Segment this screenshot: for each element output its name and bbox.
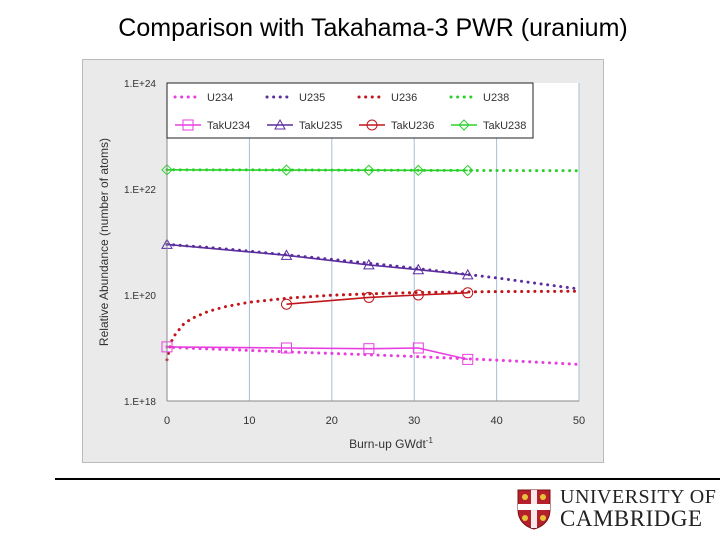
circle-marker xyxy=(363,291,375,303)
triangle-marker xyxy=(274,118,286,130)
circle-marker xyxy=(280,298,292,310)
x-axis-label: Burn-up GWdt-1 xyxy=(349,436,433,451)
circle-marker xyxy=(462,287,474,299)
series-line-u236 xyxy=(165,289,581,362)
chart-svg: 0 10 20 30 40 50 1.E+18 1.E+20 1.E+22 1.E+24 Burn-… xyxy=(97,79,585,451)
series-line-u234 xyxy=(165,345,581,366)
footer-rule xyxy=(55,478,720,480)
legend-label-taku234: TakU234 xyxy=(207,120,250,132)
diamond-marker xyxy=(458,119,470,131)
square-marker xyxy=(412,342,424,354)
diamond-marker xyxy=(363,164,375,176)
legend-box xyxy=(166,82,534,139)
triangle-marker xyxy=(280,249,293,260)
university-logo: UNIVERSITY OF CAMBRIDGE xyxy=(516,486,720,532)
series-line-taku234 xyxy=(166,346,468,361)
logo-text-cambridge: CAMBRIDGE xyxy=(560,506,703,531)
chart-frame: 0 10 20 30 40 50 1.E+18 1.E+20 1.E+22 1.E+24 Burn-… xyxy=(83,60,603,462)
circle-marker xyxy=(366,119,378,131)
slide-title: Comparison with Takahama-3 PWR (uranium) xyxy=(118,14,628,42)
square-marker xyxy=(182,119,194,131)
legend-label-taku235: TakU235 xyxy=(299,120,342,132)
legend-label-u234: U234 xyxy=(207,92,233,104)
diamond-marker xyxy=(462,164,474,177)
square-marker xyxy=(280,342,292,354)
triangle-marker xyxy=(412,263,425,275)
legend-label-taku238: TakU238 xyxy=(483,120,526,132)
x-tick-label: 20 xyxy=(326,415,338,427)
diamond-marker xyxy=(412,164,425,177)
legend-label-u236: U236 xyxy=(391,92,417,104)
triangle-marker xyxy=(363,258,375,270)
square-marker xyxy=(363,343,375,355)
circle-marker xyxy=(412,289,424,301)
axis-layer: 0 10 20 30 40 50 1.E+18 1.E+20 1.E+22 1.E+24 Burn-… xyxy=(97,79,585,451)
x-tick-label: 10 xyxy=(243,415,255,427)
y-axis-label: Relative Abundance (number of atoms) xyxy=(97,138,111,346)
x-tick-label: 40 xyxy=(490,415,502,427)
legend-label-u235: U235 xyxy=(299,92,325,104)
cambridge-shield-icon xyxy=(517,489,551,530)
x-tick-label: 50 xyxy=(573,415,585,427)
x-tick-label: 30 xyxy=(408,415,420,427)
series-line-taku236 xyxy=(286,292,468,305)
legend-label-u238: U238 xyxy=(483,92,509,104)
y-tick-label: 1.E+22 xyxy=(124,185,156,196)
diamond-marker xyxy=(280,164,293,176)
legend-label-taku236: TakU236 xyxy=(391,120,434,132)
y-tick-label: 1.E+24 xyxy=(124,79,156,90)
y-tick-label: 1.E+18 xyxy=(124,397,156,408)
x-tick-label: 0 xyxy=(164,415,170,427)
series-line-taku238 xyxy=(166,169,468,172)
square-marker xyxy=(462,353,474,365)
triangle-marker xyxy=(461,268,474,280)
logo-text-university: UNIVERSITY OF xyxy=(560,486,717,508)
y-tick-label: 1.E+20 xyxy=(124,291,156,302)
legend: U234 U235 U236 U238 TakU234 TakU235 TakU236 Tak… xyxy=(166,82,534,139)
series-line-taku235 xyxy=(166,243,468,276)
